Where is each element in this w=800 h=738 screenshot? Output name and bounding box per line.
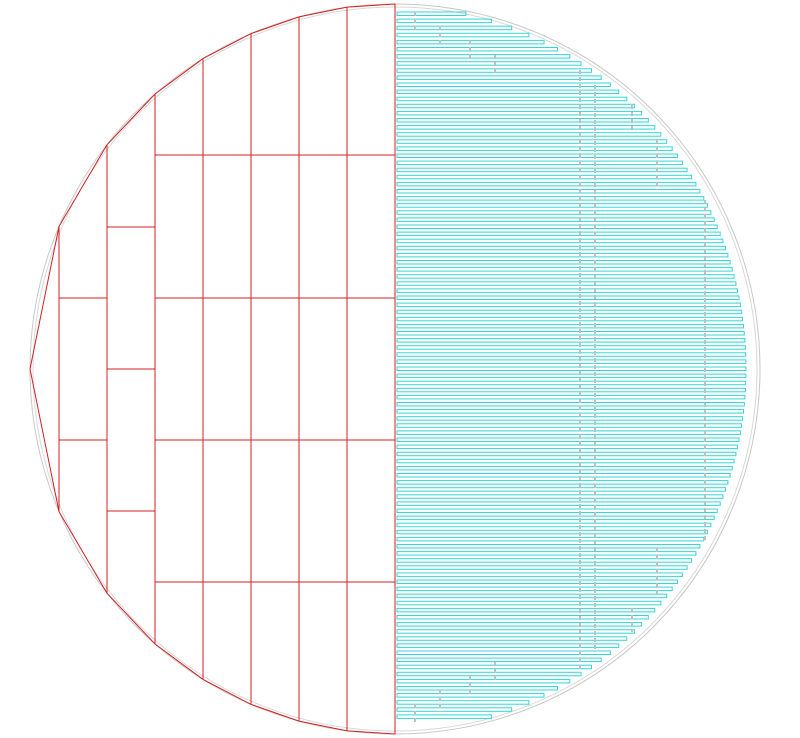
slat xyxy=(396,224,718,229)
slat xyxy=(396,409,744,414)
slat xyxy=(396,394,746,400)
slat xyxy=(396,544,701,549)
slat xyxy=(396,657,602,663)
slat xyxy=(396,295,740,300)
slat xyxy=(396,437,740,442)
slat xyxy=(396,61,582,66)
slat xyxy=(396,338,746,343)
slat xyxy=(396,25,513,31)
slat xyxy=(396,607,656,613)
slat xyxy=(396,678,571,684)
slat xyxy=(396,430,741,435)
slat xyxy=(396,309,743,315)
slat xyxy=(396,458,735,464)
slat xyxy=(396,323,744,329)
slat xyxy=(396,714,492,719)
slat xyxy=(396,153,678,158)
slat xyxy=(396,707,513,712)
slat xyxy=(396,494,724,499)
slat xyxy=(396,480,729,485)
slat xyxy=(396,75,602,80)
slat xyxy=(396,423,743,428)
slat xyxy=(396,245,726,251)
slat xyxy=(396,174,693,180)
slat xyxy=(396,671,582,677)
slat xyxy=(396,316,744,322)
slat xyxy=(396,32,530,38)
slat xyxy=(396,281,737,286)
slat xyxy=(396,238,724,244)
slat xyxy=(396,331,745,336)
slat xyxy=(396,196,705,201)
slat xyxy=(396,54,571,59)
slat xyxy=(396,110,643,116)
slat xyxy=(396,352,747,357)
slat xyxy=(396,522,712,528)
slat xyxy=(396,508,718,513)
slat xyxy=(396,345,746,350)
slat xyxy=(396,565,688,570)
slat xyxy=(396,487,726,492)
slat xyxy=(396,267,733,272)
slat xyxy=(396,96,628,102)
slat xyxy=(396,416,744,421)
slat xyxy=(396,465,733,471)
slat xyxy=(396,260,731,265)
slat xyxy=(396,700,530,705)
slat xyxy=(396,146,673,151)
slat xyxy=(396,125,656,130)
slat xyxy=(396,132,662,137)
slat xyxy=(396,387,746,393)
slat xyxy=(396,558,693,563)
slat xyxy=(396,210,712,215)
slat xyxy=(396,451,737,457)
slat xyxy=(396,181,697,187)
slat xyxy=(396,615,649,620)
slat xyxy=(396,47,558,52)
slat xyxy=(396,402,745,407)
slat xyxy=(396,622,643,627)
slat xyxy=(396,444,738,450)
slat xyxy=(396,217,715,222)
slat xyxy=(396,103,635,109)
slat xyxy=(396,686,558,691)
slat xyxy=(396,380,747,386)
slat xyxy=(396,515,715,521)
slat xyxy=(396,473,731,478)
slat xyxy=(396,203,708,208)
slat xyxy=(396,551,697,556)
slat xyxy=(396,274,735,279)
slat xyxy=(396,643,620,648)
slat xyxy=(396,501,721,506)
slat xyxy=(396,600,662,606)
slat xyxy=(396,231,721,237)
slat xyxy=(396,160,683,166)
slat xyxy=(396,529,708,535)
slat xyxy=(396,288,738,293)
slat xyxy=(396,359,747,364)
slat xyxy=(396,252,729,258)
slat xyxy=(396,139,668,144)
slat xyxy=(396,189,701,194)
slat xyxy=(396,586,673,592)
slat xyxy=(396,302,741,308)
slat xyxy=(396,572,683,577)
slat xyxy=(396,118,649,123)
slat xyxy=(396,18,492,24)
slat xyxy=(396,536,705,542)
slat xyxy=(396,629,635,634)
slat xyxy=(396,579,678,584)
slat xyxy=(396,636,628,641)
slat xyxy=(396,593,668,599)
slat xyxy=(396,167,688,173)
slat xyxy=(396,89,620,95)
slat xyxy=(396,373,747,379)
slat xyxy=(396,82,611,87)
slat xyxy=(396,366,747,371)
slat xyxy=(396,11,467,16)
slat xyxy=(396,650,611,655)
